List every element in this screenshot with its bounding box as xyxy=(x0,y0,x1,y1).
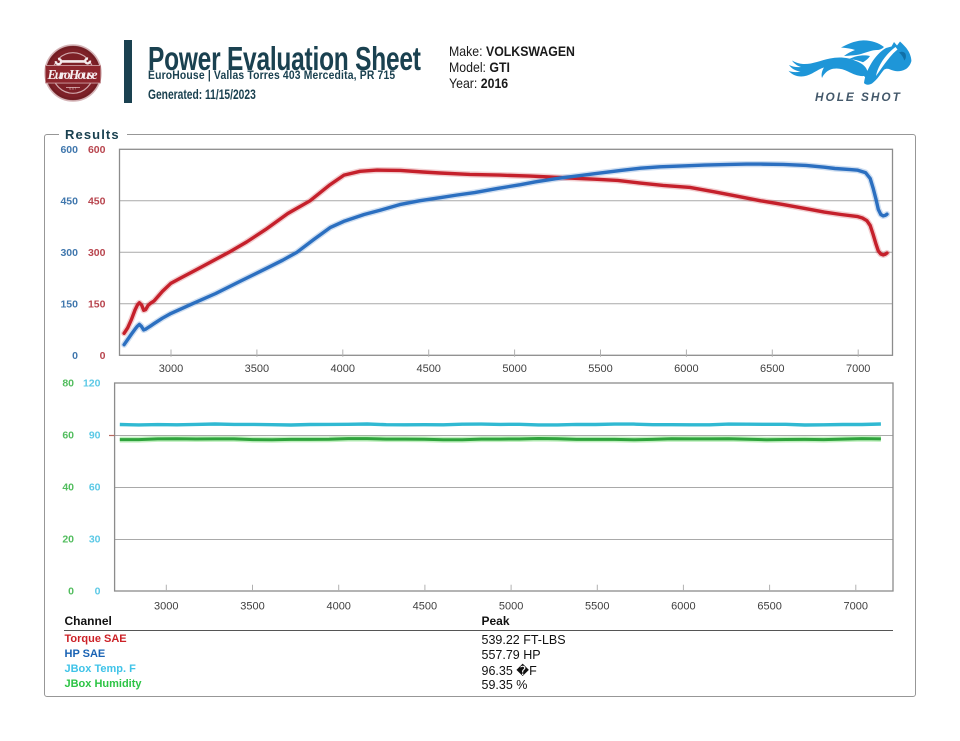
svg-text:300: 300 xyxy=(60,247,78,259)
svg-text:40: 40 xyxy=(62,482,74,494)
svg-text:EuroHouse: EuroHouse xyxy=(47,67,98,82)
svg-text:450: 450 xyxy=(60,196,78,208)
svg-text:5000: 5000 xyxy=(499,601,523,613)
svg-text:5000: 5000 xyxy=(502,363,526,375)
svg-text:EST: EST xyxy=(69,87,76,91)
svg-text:90: 90 xyxy=(89,430,101,442)
svg-text:3000: 3000 xyxy=(159,363,183,375)
svg-text:4500: 4500 xyxy=(416,363,440,375)
svg-text:300: 300 xyxy=(88,247,106,259)
svg-text:150: 150 xyxy=(88,299,106,311)
svg-text:450: 450 xyxy=(88,196,106,208)
svg-text:5500: 5500 xyxy=(585,601,609,613)
svg-text:30: 30 xyxy=(89,534,101,546)
svg-text:600: 600 xyxy=(88,144,106,156)
svg-text:0: 0 xyxy=(72,350,78,362)
svg-text:600: 600 xyxy=(60,144,78,156)
svg-text:5500: 5500 xyxy=(588,363,612,375)
svg-text:4000: 4000 xyxy=(331,363,355,375)
svg-text:150: 150 xyxy=(60,299,78,311)
svg-text:0: 0 xyxy=(95,586,101,598)
svg-text:0: 0 xyxy=(100,350,106,362)
svg-text:0: 0 xyxy=(68,586,74,598)
svg-text:3500: 3500 xyxy=(245,363,269,375)
svg-text:3000: 3000 xyxy=(154,601,178,613)
svg-text:6000: 6000 xyxy=(671,601,695,613)
svg-text:6000: 6000 xyxy=(674,363,698,375)
svg-text:7000: 7000 xyxy=(844,601,868,613)
svg-text:3500: 3500 xyxy=(240,601,264,613)
svg-text:4000: 4000 xyxy=(326,601,350,613)
svg-text:4500: 4500 xyxy=(413,601,437,613)
svg-text:20: 20 xyxy=(62,534,74,546)
svg-text:6500: 6500 xyxy=(757,601,781,613)
svg-text:60: 60 xyxy=(62,430,74,442)
svg-text:80: 80 xyxy=(62,378,74,390)
svg-text:HOLE SHOT: HOLE SHOT xyxy=(815,90,902,104)
svg-text:60: 60 xyxy=(89,482,101,494)
svg-text:6500: 6500 xyxy=(760,363,784,375)
svg-text:120: 120 xyxy=(83,378,101,390)
svg-text:7000: 7000 xyxy=(846,363,870,375)
